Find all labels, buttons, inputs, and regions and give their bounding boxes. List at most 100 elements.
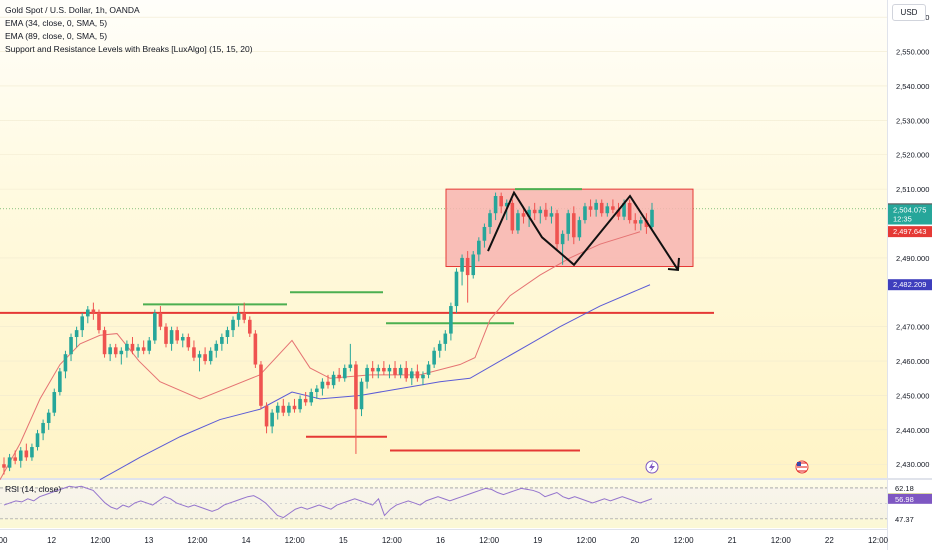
indicator-legend[interactable]: Support and Resistance Levels with Break… [5,44,253,54]
candle-body [186,337,191,348]
us-flag-event-icon [795,460,809,474]
candle-body [130,343,135,351]
candle-body [58,371,62,393]
candle-body [482,226,487,241]
candle-body [594,202,598,210]
candle-body [571,213,576,238]
candle-body [13,457,17,461]
candle-body [309,392,314,403]
time-tick-label: 14 [242,536,251,545]
candle-body [599,202,604,214]
candle-body [242,312,247,320]
price-badge [888,204,932,225]
price-tick-label: 2,440.000 [896,426,929,435]
candle-body [516,213,520,231]
rsi-line [3,485,653,519]
candle-body [24,450,29,458]
pane-divider[interactable] [0,478,932,480]
price-badge [888,226,932,238]
time-tick-label: 15 [339,536,348,545]
price-tick-label: 2,530.000 [896,116,929,125]
candle-body [415,371,420,379]
rsi-axis-label: 47.37 [895,515,914,524]
candle-body [303,398,308,403]
price-tick-label: 2,510.000 [896,185,929,194]
candle-body [354,364,358,410]
price-tick-label: 2,460.000 [896,357,929,366]
candle-body [342,367,347,379]
candle-body [315,388,319,393]
time-tick-label: 12:00 [90,536,111,545]
candle-body [208,350,213,362]
candle-body [153,312,157,341]
rsi-band [0,487,887,519]
candle-body [566,213,571,234]
candle-body [320,381,325,389]
symbol-title[interactable]: Gold Spot / U.S. Dollar, 1h, OANDA [5,5,140,15]
candle-body [544,209,548,217]
candle-body [69,337,73,355]
candle-body [337,374,341,379]
candle-body [477,240,481,255]
rsi-legend[interactable]: RSI (14, close) [5,484,62,494]
time-tick-label: 20 [630,536,639,545]
time-tick-label: 22 [825,536,834,545]
candle-body [203,354,207,362]
rsi-axis-label: 62.18 [895,484,914,493]
time-tick-label: 12:00 [479,536,500,545]
candle-body [147,340,152,351]
time-tick-label: 12:00 [771,536,792,545]
price-axis[interactable] [887,0,932,550]
candle-body [510,202,515,231]
time-tick-label: 12:00 [285,536,306,545]
time-axis[interactable] [0,529,887,550]
price-tick-label: 2,450.000 [896,391,929,400]
candle-body [611,206,615,210]
ema89-legend[interactable]: EMA (89, close, 0, SMA, 5) [5,31,108,41]
countdown-label: 12:35 [893,215,912,224]
candle-body [119,350,124,355]
time-tick-label: 12:00 [187,536,208,545]
candle-body [633,220,638,224]
candle-body [432,350,436,365]
candle-body [214,343,219,351]
candle-body [2,464,6,468]
candle-body [348,364,353,368]
price-badge-label: 2,482.209 [893,280,926,289]
candle-body [164,326,168,344]
candle-body [236,312,241,320]
lightning-event-icon [645,460,659,474]
candle-body [270,412,274,427]
candle-body [426,364,431,375]
currency-button[interactable]: USD [892,4,926,21]
ema34-legend[interactable]: EMA (34, close, 0, SMA, 5) [5,18,108,28]
candle-body [644,220,649,227]
candle-body [125,343,129,351]
candle-body [35,433,40,448]
candle-body [281,405,286,413]
candle-body [253,333,258,365]
rsi-axis-badge [888,513,932,524]
main-chart-pane[interactable] [0,0,887,478]
candle-body [404,367,409,379]
candle-body [387,367,392,372]
candle-body [231,319,235,331]
candle-body [63,354,68,372]
candle-body [504,202,509,207]
candle-body [443,333,448,344]
candle-body [74,330,79,338]
price-tick-label: 2,540.000 [896,82,929,91]
price-tick-label: 2,430.000 [896,460,929,469]
candle-body [331,374,336,386]
candle-body [46,412,51,423]
candle-body [588,206,593,210]
down-arrow [667,257,680,272]
time-tick-label: 21 [728,536,737,545]
candle-body [247,319,252,334]
candle-body [192,347,196,358]
candle-body [7,457,12,468]
candle-body [376,367,381,372]
time-tick-label: 13 [144,536,153,545]
price-tick-label: 2,470.000 [896,323,929,332]
candle-body [639,220,643,224]
